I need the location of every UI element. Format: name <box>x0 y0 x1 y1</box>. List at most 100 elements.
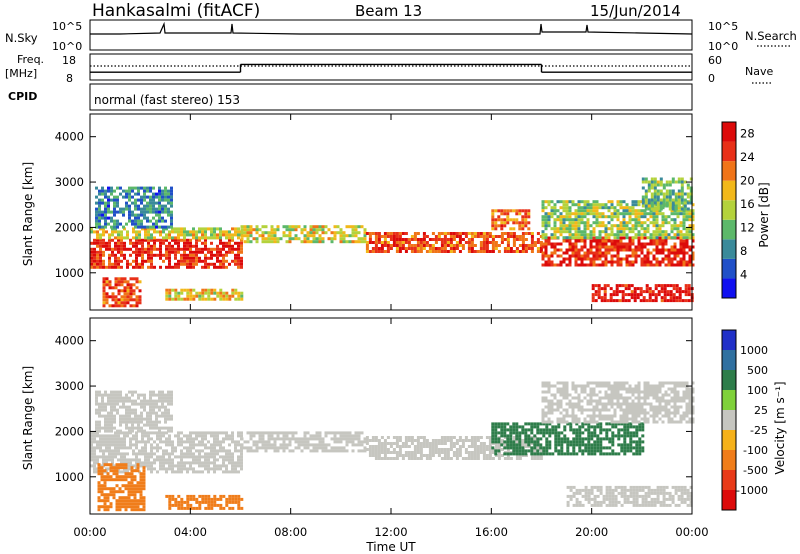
heatmap-cell <box>613 393 617 397</box>
heatmap-cell <box>273 446 277 450</box>
heatmap-cell <box>155 414 158 418</box>
heatmap-cell <box>213 452 216 456</box>
heatmap-cell <box>177 500 181 504</box>
heatmap-cell <box>578 446 582 450</box>
heatmap-cell <box>144 443 147 447</box>
heatmap-cell <box>654 287 658 291</box>
heatmap-cell <box>153 265 156 269</box>
heatmap-cell <box>592 254 596 258</box>
heatmap-cell <box>626 434 630 438</box>
heatmap-cell <box>201 431 204 435</box>
heatmap-cell <box>562 203 566 207</box>
heatmap-cell <box>577 206 581 210</box>
heatmap-cell <box>147 250 150 254</box>
heatmap-cell <box>117 256 120 260</box>
heatmap-cell <box>135 440 138 444</box>
heatmap-cell <box>150 262 153 266</box>
heatmap-cell <box>136 502 140 506</box>
heatmap-cell <box>195 294 199 298</box>
heatmap-cell <box>524 422 528 426</box>
heatmap-cell <box>156 247 159 251</box>
heatmap-cell <box>470 235 474 238</box>
heatmap-cell <box>541 215 545 219</box>
heatmap-cell <box>553 227 557 231</box>
heatmap-cell <box>155 423 158 427</box>
heatmap-cell <box>198 503 202 507</box>
heatmap-cell <box>590 431 594 435</box>
heatmap-cell <box>506 221 510 225</box>
heatmap-cell <box>306 231 310 235</box>
heatmap-cell <box>240 262 243 266</box>
heatmap-cell <box>637 209 641 213</box>
heatmap-cell <box>571 396 575 400</box>
heatmap-cell <box>134 420 137 424</box>
heatmap-cell <box>594 293 598 297</box>
heatmap-cell <box>559 399 563 403</box>
heatmap-cell <box>167 210 170 214</box>
heatmap-cell <box>189 494 193 498</box>
heatmap-cell <box>156 470 159 474</box>
heatmap-cell <box>634 227 638 231</box>
heatmap-cell <box>395 457 399 460</box>
heatmap-cell <box>101 198 104 202</box>
heatmap-cell <box>473 457 477 460</box>
heatmap-cell <box>109 487 113 491</box>
heatmap-cell <box>610 212 614 216</box>
heatmap-cell <box>533 241 537 244</box>
heatmap-cell <box>512 436 516 439</box>
heatmap-cell <box>112 472 116 476</box>
heatmap-cell <box>135 250 138 254</box>
heatmap-cell <box>162 461 165 465</box>
heatmap-cell <box>630 284 634 288</box>
heatmap-cell <box>629 434 633 438</box>
heatmap-cell <box>547 257 551 261</box>
heatmap-cell <box>121 478 125 482</box>
heatmap-cell <box>652 212 656 216</box>
heatmap-cell <box>622 387 626 391</box>
heatmap-cell <box>219 265 222 269</box>
heatmap-cell <box>619 200 623 204</box>
heatmap-cell <box>434 250 438 253</box>
heatmap-cell <box>530 446 534 450</box>
heatmap-cell <box>497 457 501 460</box>
heatmap-cell <box>646 212 650 216</box>
heatmap-cell <box>613 402 617 406</box>
heatmap-cell <box>354 225 358 229</box>
heatmap-cell <box>225 458 228 462</box>
heatmap-cell <box>336 437 340 441</box>
heatmap-cell <box>634 396 638 400</box>
heatmap-cell <box>431 454 435 457</box>
heatmap-cell <box>102 292 106 296</box>
heatmap-cell <box>234 464 237 468</box>
heatmap-cell <box>497 235 501 238</box>
heatmap-cell <box>100 499 104 503</box>
heatmap-cell <box>124 472 128 476</box>
heatmap-cell <box>684 290 688 294</box>
heatmap-cell <box>183 256 186 260</box>
heatmap-cell <box>476 448 480 451</box>
heatmap-cell <box>676 233 680 237</box>
heatmap-cell <box>174 247 177 251</box>
heatmap-cell <box>542 434 546 438</box>
heatmap-cell <box>637 230 641 234</box>
heatmap-cell <box>270 446 274 450</box>
heatmap-cell <box>667 251 671 255</box>
heatmap-cell <box>120 250 123 254</box>
heatmap-cell <box>383 457 387 460</box>
heatmap-cell <box>222 458 225 462</box>
heatmap-cell <box>565 206 569 210</box>
heatmap-cell <box>186 233 189 237</box>
heatmap-cell <box>113 189 116 193</box>
heatmap-cell <box>204 464 207 468</box>
heatmap-cell <box>137 204 140 208</box>
heatmap-cell <box>559 420 563 424</box>
heatmap-cell <box>637 399 641 403</box>
heatmap-cell <box>141 256 144 260</box>
heatmap-cell <box>622 242 626 246</box>
heatmap-cell <box>592 233 596 237</box>
heatmap-cell <box>664 263 668 267</box>
heatmap-cell <box>440 250 444 253</box>
heatmap-cell <box>243 231 247 235</box>
heatmap-cell <box>321 237 325 241</box>
heatmap-cell <box>592 257 596 261</box>
